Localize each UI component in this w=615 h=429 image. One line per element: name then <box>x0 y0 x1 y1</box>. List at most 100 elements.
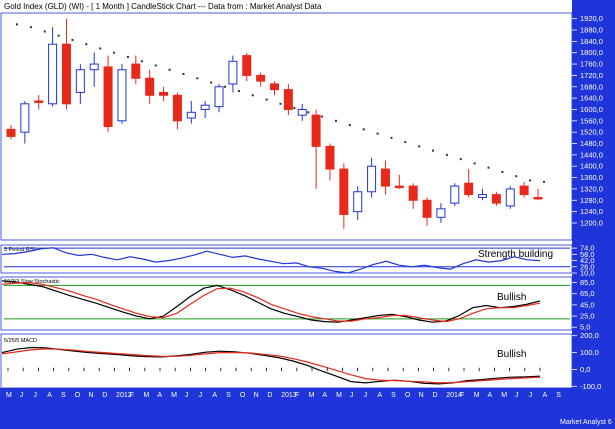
sar-dot <box>487 166 490 169</box>
osc-tick-label: 10,0 <box>580 269 595 278</box>
x-axis-label: D <box>267 392 272 399</box>
candle-body-down <box>103 66 113 127</box>
price-tick-label: 1800,0 <box>580 48 603 57</box>
candle-body-up <box>505 188 515 207</box>
x-axis-label: M <box>309 392 315 399</box>
sar-dot <box>43 30 46 33</box>
price-tick-label: 1720,0 <box>580 71 603 80</box>
candle-body-down <box>311 114 321 147</box>
series-line-0 <box>1 280 541 323</box>
sar-dot <box>140 60 143 63</box>
price-tick-label: 1560,0 <box>580 116 603 125</box>
candle-body-down <box>339 168 349 215</box>
price-tick-label: 1840,0 <box>580 37 603 46</box>
candle-body-down <box>172 94 182 122</box>
panel-frame-2 <box>0 276 573 331</box>
x-axis-label: F <box>460 392 464 399</box>
osc-tick-label: 26,0 <box>580 262 595 271</box>
osc-tick-label: 45,0 <box>580 300 595 309</box>
price-tick-label: 1200,0 <box>580 218 603 227</box>
x-axis-label: J <box>34 392 38 399</box>
x-axis-label: 2014 <box>446 392 462 399</box>
osc-tick-label: 0,0 <box>580 365 590 374</box>
price-tick-label: 1520,0 <box>580 128 603 137</box>
osc-tick-label: -100,0 <box>580 382 601 391</box>
sar-dot <box>334 119 337 122</box>
candle-body-down <box>131 63 141 79</box>
candle-body-down <box>519 185 529 196</box>
macd-annotation: Bullish <box>497 349 526 360</box>
sar-dot <box>529 179 532 182</box>
candle-body-up <box>228 60 238 85</box>
sar-dot <box>196 77 199 80</box>
price-tick-label: 1400,0 <box>580 162 603 171</box>
x-axis-label: J <box>20 392 24 399</box>
sar-dot <box>321 115 324 118</box>
osc-tick-label: 58,0 <box>580 250 595 259</box>
x-axis-label: M <box>171 392 177 399</box>
sar-dot <box>57 34 60 37</box>
sar-dot <box>307 111 310 114</box>
macd-title: 5/25/5 MACD <box>4 338 37 344</box>
candle-body-up <box>117 69 127 122</box>
sar-dot <box>293 107 296 110</box>
price-tick-label: 1680,0 <box>580 82 603 91</box>
x-axis-label: O <box>75 392 81 399</box>
sar-dot <box>390 136 393 139</box>
osc-tick-label: 65,0 <box>580 289 595 298</box>
sar-dot <box>473 162 476 165</box>
sar-dot <box>71 38 74 41</box>
sar-dot <box>29 26 32 29</box>
sar-dot <box>404 141 407 144</box>
sar-dot <box>348 124 351 127</box>
price-tick-label: 1240,0 <box>580 207 603 216</box>
rsi-annotation: Strength building <box>478 249 553 260</box>
candle-body-down <box>6 128 16 137</box>
price-chart-title: Gold Index (GLD) (WI) - [ 1 Month ] Cand… <box>4 2 322 11</box>
panel-frame-3 <box>0 333 573 389</box>
footer-brand: Market Analyst 6 <box>560 419 612 426</box>
candle-body-up <box>214 86 224 108</box>
price-tick-label: 1320,0 <box>580 184 603 193</box>
sar-dot <box>432 149 435 152</box>
x-axis-label: J <box>515 392 519 399</box>
candle-body-down <box>408 185 418 201</box>
x-axis-label: F <box>130 392 134 399</box>
candle-body-up <box>478 194 488 198</box>
x-axis-label: M <box>474 392 480 399</box>
x-axis-label: A <box>322 392 327 399</box>
x-axis-label: D <box>432 392 437 399</box>
sar-dot <box>210 81 213 84</box>
sar-dot <box>154 64 157 67</box>
candle-body-up <box>89 63 99 71</box>
candle-body-up <box>450 185 460 204</box>
x-axis-label: F <box>295 392 299 399</box>
sar-dot <box>265 98 268 101</box>
candle-body-up <box>48 43 58 105</box>
x-axis-label: A <box>47 392 52 399</box>
candle-body-down <box>145 77 155 96</box>
x-axis-label: A <box>212 392 217 399</box>
candle-body-up <box>186 111 196 119</box>
candle-body-down <box>256 74 266 82</box>
stoch-annotation: Bullish <box>497 292 526 303</box>
candle-body-down <box>491 194 501 204</box>
x-axis-label: N <box>254 392 259 399</box>
price-tick-label: 1280,0 <box>580 196 603 205</box>
candle-body-down <box>61 43 71 105</box>
candle-body-up <box>353 191 363 213</box>
sar-dot <box>237 90 240 93</box>
sar-dot <box>279 102 282 105</box>
x-axis-label: J <box>199 392 203 399</box>
osc-tick-label: 74,0 <box>580 244 595 253</box>
candle-body-down <box>394 185 404 189</box>
candle-body-up <box>436 208 446 218</box>
sar-dot <box>501 170 504 173</box>
x-axis-label: S <box>61 392 66 399</box>
price-tick-label: 1360,0 <box>580 173 603 182</box>
x-axis-label: A <box>487 392 492 399</box>
price-tick-label: 1600,0 <box>580 105 603 114</box>
